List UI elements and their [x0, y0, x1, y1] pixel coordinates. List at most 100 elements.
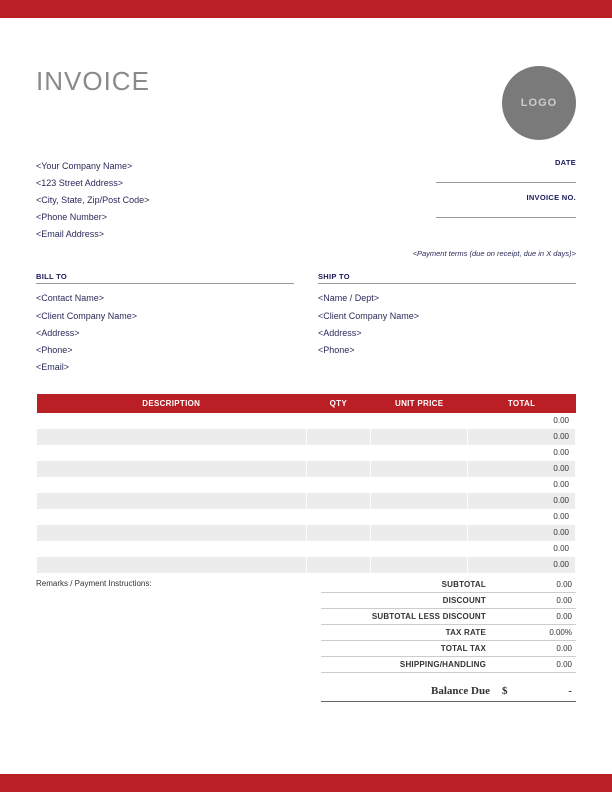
subtotal-value: 0.00 [502, 580, 572, 589]
cell-desc[interactable] [37, 493, 307, 509]
table-row: 0.00 [37, 445, 576, 461]
meta-block: DATE INVOICE NO. [436, 158, 576, 243]
cell-total: 0.00 [468, 413, 576, 429]
tax-rate-value: 0.00% [502, 628, 572, 637]
company-meta-row: <Your Company Name> <123 Street Address>… [36, 158, 576, 243]
cell-price[interactable] [371, 461, 468, 477]
cell-price[interactable] [371, 557, 468, 573]
cell-qty[interactable] [306, 461, 371, 477]
table-row: 0.00 [37, 525, 576, 541]
cell-price[interactable] [371, 525, 468, 541]
cell-qty[interactable] [306, 557, 371, 573]
bill-ship-row: BILL TO <Contact Name> <Client Company N… [36, 272, 576, 375]
ship-name: <Name / Dept> [318, 290, 576, 307]
sum-tax-rate: TAX RATE0.00% [321, 625, 576, 641]
ship-address: <Address> [318, 325, 576, 342]
cell-qty[interactable] [306, 445, 371, 461]
cell-price[interactable] [371, 493, 468, 509]
shipping-label: SHIPPING/HANDLING [321, 660, 502, 669]
company-email: <Email Address> [36, 226, 149, 243]
col-unit-price: UNIT PRICE [371, 394, 468, 413]
cell-total: 0.00 [468, 557, 576, 573]
bill-company: <Client Company Name> [36, 308, 294, 325]
table-row: 0.00 [37, 477, 576, 493]
col-qty: QTY [306, 394, 371, 413]
logo-placeholder: LOGO [502, 66, 576, 140]
cell-qty[interactable] [306, 541, 371, 557]
sum-shipping: SHIPPING/HANDLING0.00 [321, 657, 576, 673]
total-tax-value: 0.00 [502, 644, 572, 653]
cell-total: 0.00 [468, 509, 576, 525]
cell-desc[interactable] [37, 413, 307, 429]
logo-text: LOGO [521, 97, 557, 109]
cell-price[interactable] [371, 413, 468, 429]
invoice-title: INVOICE [36, 66, 150, 97]
cell-qty[interactable] [306, 525, 371, 541]
sum-subtotal-less: SUBTOTAL LESS DISCOUNT0.00 [321, 609, 576, 625]
table-row: 0.00 [37, 461, 576, 477]
balance-currency: $ [502, 685, 520, 697]
company-block: <Your Company Name> <123 Street Address>… [36, 158, 149, 243]
cell-desc[interactable] [37, 525, 307, 541]
cell-price[interactable] [371, 429, 468, 445]
top-accent-bar [0, 0, 612, 18]
subtotal-label: SUBTOTAL [321, 580, 502, 589]
col-total: TOTAL [468, 394, 576, 413]
cell-qty[interactable] [306, 413, 371, 429]
table-header-row: DESCRIPTION QTY UNIT PRICE TOTAL [37, 394, 576, 413]
cell-total: 0.00 [468, 461, 576, 477]
shipping-value: 0.00 [502, 660, 572, 669]
cell-qty[interactable] [306, 429, 371, 445]
cell-price[interactable] [371, 509, 468, 525]
cell-price[interactable] [371, 541, 468, 557]
bill-to-block: BILL TO <Contact Name> <Client Company N… [36, 272, 294, 375]
cell-price[interactable] [371, 477, 468, 493]
header-row: INVOICE LOGO [36, 66, 576, 140]
bill-contact: <Contact Name> [36, 290, 294, 307]
total-tax-label: TOTAL TAX [321, 644, 502, 653]
ship-to-label: SHIP TO [318, 272, 576, 284]
cell-total: 0.00 [468, 525, 576, 541]
balance-value: - [520, 685, 572, 697]
invoice-no-field[interactable] [436, 202, 576, 218]
date-label: DATE [436, 158, 576, 167]
cell-desc[interactable] [37, 477, 307, 493]
table-row: 0.00 [37, 429, 576, 445]
table-row: 0.00 [37, 557, 576, 573]
sum-discount: DISCOUNT0.00 [321, 593, 576, 609]
cell-total: 0.00 [468, 429, 576, 445]
table-row: 0.00 [37, 493, 576, 509]
items-table: DESCRIPTION QTY UNIT PRICE TOTAL 0.00 0.… [36, 394, 576, 573]
cell-total: 0.00 [468, 477, 576, 493]
cell-total: 0.00 [468, 493, 576, 509]
bill-to-label: BILL TO [36, 272, 294, 284]
sum-total-tax: TOTAL TAX0.00 [321, 641, 576, 657]
table-row: 0.00 [37, 541, 576, 557]
discount-label: DISCOUNT [321, 596, 502, 605]
table-row: 0.00 [37, 413, 576, 429]
cell-qty[interactable] [306, 493, 371, 509]
tax-rate-label: TAX RATE [321, 628, 502, 637]
ship-to-block: SHIP TO <Name / Dept> <Client Company Na… [318, 272, 576, 375]
cell-desc[interactable] [37, 557, 307, 573]
discount-value: 0.00 [502, 596, 572, 605]
payment-terms: <Payment terms (due on receipt, due in X… [36, 249, 576, 258]
cell-desc[interactable] [37, 541, 307, 557]
company-name: <Your Company Name> [36, 158, 149, 175]
summary-block: SUBTOTAL0.00 DISCOUNT0.00 SUBTOTAL LESS … [321, 577, 576, 702]
sum-subtotal: SUBTOTAL0.00 [321, 577, 576, 593]
cell-price[interactable] [371, 445, 468, 461]
company-street: <123 Street Address> [36, 175, 149, 192]
cell-desc[interactable] [37, 509, 307, 525]
cell-total: 0.00 [468, 445, 576, 461]
col-description: DESCRIPTION [37, 394, 307, 413]
cell-desc[interactable] [37, 461, 307, 477]
cell-desc[interactable] [37, 445, 307, 461]
ship-phone: <Phone> [318, 342, 576, 359]
invoice-no-label: INVOICE NO. [436, 193, 576, 202]
bill-address: <Address> [36, 325, 294, 342]
cell-qty[interactable] [306, 477, 371, 493]
date-field[interactable] [436, 167, 576, 183]
cell-qty[interactable] [306, 509, 371, 525]
cell-desc[interactable] [37, 429, 307, 445]
